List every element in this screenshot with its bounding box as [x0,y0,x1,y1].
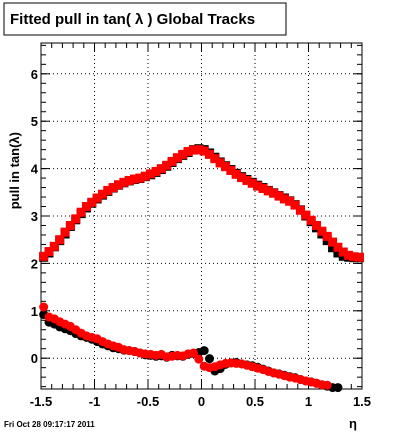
data-point-square [178,149,188,159]
chart-title: Fitted pull in tan( λ ) Global Tracks [10,11,255,28]
data-point-square [354,252,364,262]
x-tick-label: 0 [198,394,205,409]
data-point-square [81,202,91,212]
data-point-circle [333,383,343,393]
x-tick-label: -1 [89,394,101,409]
data-point-square [108,183,118,193]
x-tick-label: -1.5 [30,394,52,409]
data-point-square [247,178,257,188]
series-1 [39,145,364,262]
y-axis-label: pull in tan(λ) [7,132,22,209]
data-point-square [135,173,145,183]
data-point-square [263,186,273,196]
data-point-square [39,251,49,261]
y-tick-label: 4 [31,162,39,177]
data-point-square [312,220,322,230]
data-point-square [124,175,134,185]
title-box [3,2,287,36]
data-point-square [306,215,316,225]
data-point-square [258,184,268,194]
data-point-circle [205,354,215,364]
data-point-square [328,243,338,253]
data-point-circle [188,348,198,358]
data-point-square [151,166,161,176]
data-point-square [167,156,177,166]
data-point-square [328,237,338,247]
data-point-square [71,214,81,224]
data-point-square [295,205,305,215]
data-point-square [274,191,284,201]
data-point-square [231,169,241,179]
data-point-square [103,185,113,195]
data-point-square [92,193,102,203]
data-point-square [221,162,231,172]
data-point-square [344,250,354,260]
data-point-square [210,154,220,164]
x-tick-label: 0.5 [246,394,264,409]
data-point-square [290,200,300,210]
data-point-circle [194,354,204,364]
data-point-square [156,164,166,174]
x-tick-labels: -1.5 -1 -0.5 0 0.5 1 1.5 [30,394,371,409]
y-tick-label: 3 [31,209,38,224]
data-point-square [333,248,343,258]
data-point-square [338,247,348,257]
data-point-circle [39,302,49,312]
data-point-square [183,147,193,157]
data-point-square [194,145,204,155]
y-tick-labels: 0 1 2 3 4 5 6 [31,67,39,366]
data-point-square [60,227,70,237]
y-tick-label: 1 [31,304,38,319]
data-point-square [333,242,343,252]
data-point-square [269,188,279,198]
data-point-square [322,231,332,241]
data-point-square [76,207,86,217]
data-point-square [279,194,289,204]
data-point-square [119,177,129,187]
x-tick-label: -0.5 [137,394,159,409]
data-point-square [162,160,172,170]
x-tick-label: 1 [305,394,312,409]
y-tick-label: 0 [31,351,38,366]
data-point-square [87,197,97,207]
data-point-square [317,226,327,236]
data-point-square [55,235,65,245]
data-point-square [205,149,215,159]
data-point-square [49,241,59,251]
data-point-circle [199,346,209,356]
data-point-square [172,153,182,163]
data-point-square [188,145,198,155]
y-tick-label: 2 [31,256,38,271]
data-point-square [44,247,54,257]
data-point-square [301,210,311,220]
series-3 [39,302,332,390]
data-point-square [65,220,75,230]
data-point-square [98,189,108,199]
data-point-square [114,180,124,190]
data-point-square [237,173,247,183]
data-point-circle [322,380,332,390]
data-point-square [199,146,209,156]
data-point-square [226,165,236,175]
x-tick-label: 1.5 [353,394,371,409]
data-series [39,144,364,393]
y-tick-label: 5 [31,114,38,129]
y-tick-label: 6 [31,67,38,82]
data-point-square [146,169,156,179]
data-point-square [130,174,140,184]
data-point-square [140,171,150,181]
timestamp-footer: Fri Oct 28 09:17:17 2011 [4,420,95,429]
data-point-square [349,252,359,262]
data-point-square [253,181,263,191]
data-point-square [285,196,295,206]
x-axis-label: η [349,416,357,431]
data-point-square [242,175,252,185]
data-point-square [215,158,225,168]
